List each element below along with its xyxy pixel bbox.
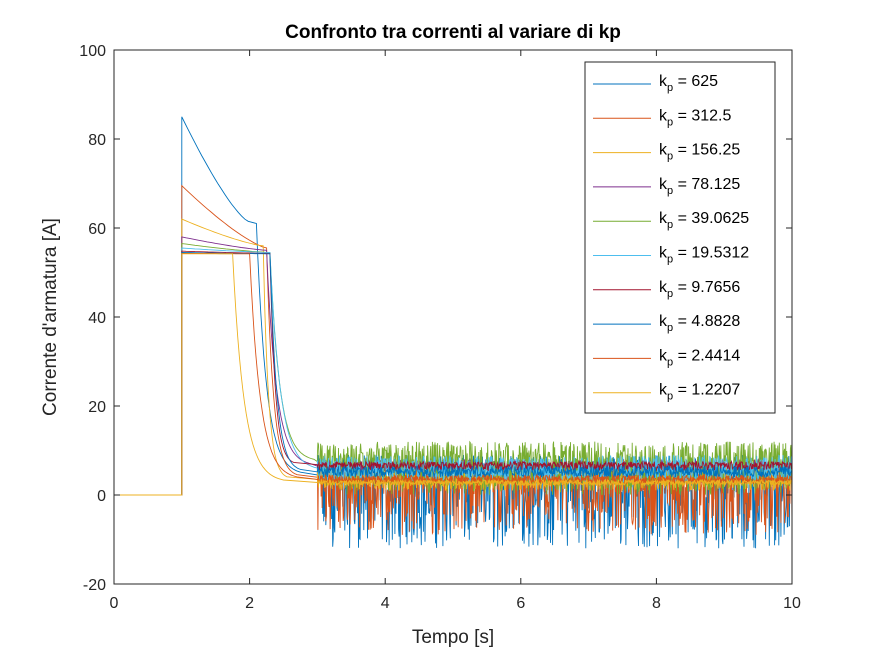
y-tick-label: 80 bbox=[88, 132, 106, 149]
y-tick-label: 60 bbox=[88, 221, 106, 238]
x-tick-label: 10 bbox=[783, 595, 801, 612]
legend-entry-label: kp = 156.25 bbox=[659, 142, 740, 163]
y-tick-label: 20 bbox=[88, 399, 106, 416]
legend-entry-label: kp = 2.4414 bbox=[659, 347, 740, 368]
series-line-7 bbox=[114, 250, 793, 496]
y-tick-label: -20 bbox=[83, 577, 106, 594]
legend-entry-label: kp = 4.8828 bbox=[659, 313, 740, 334]
x-tick-label: 2 bbox=[245, 595, 254, 612]
legend-entry-label: kp = 625 bbox=[659, 73, 718, 94]
legend-entry-label: kp = 78.125 bbox=[659, 176, 740, 197]
y-tick-label: 40 bbox=[88, 310, 106, 327]
legend-entry-label: kp = 1.2207 bbox=[659, 382, 740, 403]
x-tick-label: 4 bbox=[381, 595, 390, 612]
legend-entry-label: kp = 9.7656 bbox=[659, 279, 740, 300]
series-line-10 bbox=[114, 253, 793, 496]
legend-entry-label: kp = 19.5312 bbox=[659, 245, 749, 266]
legend-box bbox=[584, 61, 776, 414]
legend-entry-label: kp = 312.5 bbox=[659, 107, 732, 128]
x-tick-label: 0 bbox=[110, 595, 119, 612]
x-tick-label: 6 bbox=[516, 595, 525, 612]
series-layer bbox=[114, 116, 793, 549]
series-line-8 bbox=[114, 252, 793, 496]
legend: kp = 625 kp = 312.5 kp = 156.25 kp = 78.125… bbox=[584, 61, 776, 414]
y-tick-label: 100 bbox=[79, 43, 106, 60]
y-axis-label: Corrente d'armatura [A] bbox=[40, 218, 61, 416]
x-axis-label: Tempo [s] bbox=[412, 627, 494, 648]
x-tick-label: 8 bbox=[652, 595, 661, 612]
chart-title: Confronto tra correnti al variare di kp bbox=[285, 22, 621, 43]
legend-entry-label: kp = 39.0625 bbox=[659, 210, 749, 231]
y-tick-label: 0 bbox=[97, 488, 106, 505]
